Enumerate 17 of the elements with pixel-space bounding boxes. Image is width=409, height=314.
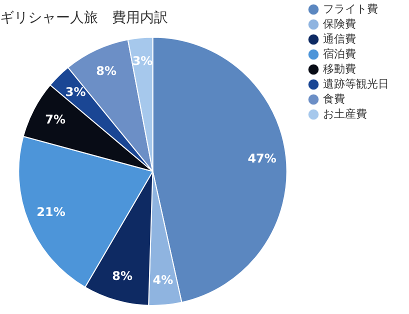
text: ギリシャー人旅 費用内訳 xyxy=(0,10,168,26)
legend-label: フライト費 xyxy=(323,2,378,16)
legend-label: 移動費 xyxy=(323,62,356,76)
data-label: 3% xyxy=(65,85,86,100)
data-label: 47% xyxy=(248,152,276,166)
legend-label: 通信費 xyxy=(323,32,356,46)
data-label: 21% xyxy=(36,205,66,220)
data-label: 8% xyxy=(96,64,117,78)
legend-label: お土産費 xyxy=(323,107,367,120)
legend-label: 宿泊費 xyxy=(323,47,356,60)
legend-label: 保険費 xyxy=(323,17,356,30)
data-label: 4% xyxy=(152,273,174,288)
legend-label: 食費 xyxy=(323,92,345,106)
legend-label: 遺跡等観光日 xyxy=(323,77,389,90)
data-label: 3% xyxy=(132,54,153,68)
data-label: 8% xyxy=(112,269,133,284)
data-label: 7% xyxy=(45,112,66,127)
